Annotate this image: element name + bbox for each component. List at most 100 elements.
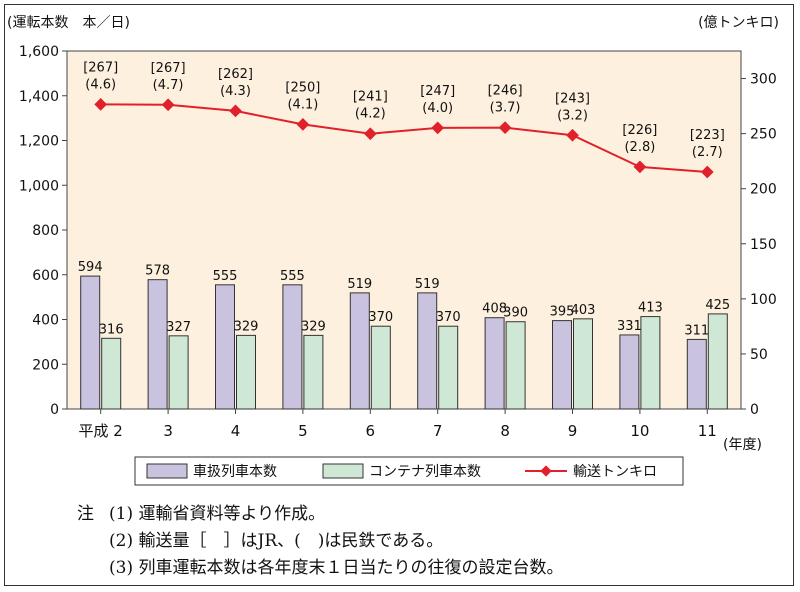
x-axis-categories: 平成 2 3 4 5 6 7 8 9 10 11: [79, 409, 717, 440]
tonkm-point: [161, 98, 175, 112]
jr-label: [262]: [218, 67, 253, 82]
jr-label: [267]: [151, 61, 186, 76]
legend-label-freight: 車扱列車本数: [193, 463, 277, 480]
x-tick-label: 7: [433, 422, 443, 440]
x-tick-label: 9: [568, 422, 578, 440]
notes-prefix: 注: [77, 504, 94, 524]
bar-freight: [619, 334, 640, 410]
bar-container-label: 316: [99, 322, 124, 337]
bar-container-label: 390: [503, 306, 528, 321]
bar-freight-label: 311: [684, 323, 709, 338]
left-tick-label: 800: [32, 223, 59, 239]
bar-container: [438, 325, 459, 410]
bar-freight: [417, 292, 438, 410]
legend: 車扱列車本数 コンテナ列車本数 輸送トンキロ: [134, 456, 684, 486]
bar-container-label: 413: [638, 301, 663, 316]
note-number-2: (2): [109, 531, 134, 551]
jr-label: [243]: [555, 91, 590, 106]
bar-freight-label: 594: [78, 260, 103, 275]
bar-container: [303, 334, 324, 410]
private-rail-label: (4.1): [287, 97, 318, 112]
bar-freight-label: 555: [280, 269, 305, 284]
left-tick-label: 1,600: [19, 44, 59, 60]
bar-container-label: 425: [705, 298, 730, 313]
bar-freight: [484, 317, 505, 410]
x-tick-label: 平成 2: [79, 422, 123, 440]
bar-series: 5943165783275553295553295193705193704083…: [78, 260, 730, 410]
private-rail-label: (2.7): [692, 145, 723, 160]
private-rail-label: (3.2): [557, 108, 588, 123]
left-axis-label: (運転本数 本／日): [7, 15, 130, 31]
bar-container-label: 403: [571, 303, 596, 318]
bar-container: [101, 337, 122, 410]
x-tick-label: 4: [231, 422, 241, 440]
private-rail-label: (4.0): [422, 101, 453, 116]
bar-container-label: 329: [234, 319, 259, 334]
x-tick-label: 8: [500, 422, 510, 440]
right-tick-label: 250: [750, 127, 777, 143]
jr-label: [226]: [622, 123, 657, 138]
left-tick-label: 0: [50, 402, 59, 418]
left-tick-label: 1,400: [19, 89, 59, 105]
tonkm-line: [100, 103, 708, 173]
left-tick-label: 1,200: [19, 134, 59, 150]
x-tick-label: 6: [366, 422, 376, 440]
bar-freight: [552, 320, 572, 410]
bar-freight-label: 519: [347, 277, 372, 292]
jr-label: [267]: [83, 60, 118, 75]
bar-freight: [282, 284, 303, 410]
right-tick-label: 0: [750, 402, 759, 418]
figure-frame: (運転本数 本／日) (億トンキロ) 0 200 400 600 800 1,000 1,2…: [4, 4, 794, 586]
notes: 注 (1) 運輸省資料等より作成。 (2) 輸送量［ ］はJR、( )は民鉄である…: [77, 501, 564, 582]
legend-label-container: コンテナ列車本数: [369, 463, 481, 480]
right-tick-label: 300: [750, 72, 777, 88]
jr-label: [246]: [488, 84, 523, 99]
bar-freight-label: 408: [482, 302, 507, 317]
jr-label: [241]: [353, 90, 388, 105]
bar-container: [707, 313, 728, 410]
x-tick-label: 11: [698, 422, 717, 440]
x-unit-label: (年度): [723, 437, 762, 453]
bar-container: [640, 316, 661, 410]
right-tick-label: 100: [750, 292, 777, 308]
tonkm-point: [363, 127, 377, 141]
bar-freight: [215, 284, 235, 410]
note-row-2: (2) 輸送量［ ］はJR、( )は民鉄である。: [77, 528, 564, 555]
chart: (運転本数 本／日) (億トンキロ) 0 200 400 600 800 1,000 1,2…: [7, 15, 779, 486]
legend-swatch-freight: [146, 463, 188, 479]
right-tick-label: 50: [750, 347, 768, 363]
note-text-1: 運輸省資料等より作成。: [138, 504, 326, 524]
x-tick-label: 5: [298, 422, 308, 440]
bar-freight: [686, 338, 707, 410]
bar-container-label: 370: [436, 310, 461, 325]
bar-container-label: 327: [166, 320, 191, 335]
private-rail-label: (3.7): [490, 101, 521, 116]
right-tick-label: 150: [750, 237, 777, 253]
jr-label: [223]: [690, 128, 725, 143]
bar-freight: [147, 279, 168, 410]
right-axis: 0 50 100 150 200 250 300: [741, 72, 777, 418]
legend-label-tonkm: 輸送トンキロ: [573, 464, 657, 480]
bar-freight-label: 395: [550, 305, 575, 320]
left-tick-label: 200: [32, 357, 59, 373]
private-rail-label: (4.2): [355, 107, 386, 122]
tonkm-point: [498, 121, 512, 135]
bar-freight-label: 331: [617, 319, 642, 334]
bar-container-label: 370: [368, 310, 393, 325]
left-axis: 0 200 400 600 800 1,000 1,200 1,400 1,600: [19, 44, 67, 418]
left-tick-label: 1,000: [19, 178, 59, 194]
x-tick-label: 3: [163, 422, 173, 440]
x-tick-label: 10: [630, 422, 649, 440]
bar-container: [573, 318, 593, 410]
note-number-3: (3): [109, 558, 134, 578]
line-series: [267] (4.6) [267] (4.7) [262] (4.3) [250] (4.1)…: [83, 60, 725, 179]
bar-container: [370, 325, 391, 410]
bar-container: [236, 334, 256, 410]
bar-freight-label: 578: [145, 264, 170, 279]
legend-marker-tonkm: [540, 465, 552, 477]
bar-freight: [349, 292, 370, 410]
right-tick-label: 200: [750, 182, 777, 198]
note-row-1: 注 (1) 運輸省資料等より作成。: [77, 501, 564, 528]
private-rail-label: (4.3): [220, 84, 251, 99]
left-tick-label: 400: [32, 313, 59, 329]
